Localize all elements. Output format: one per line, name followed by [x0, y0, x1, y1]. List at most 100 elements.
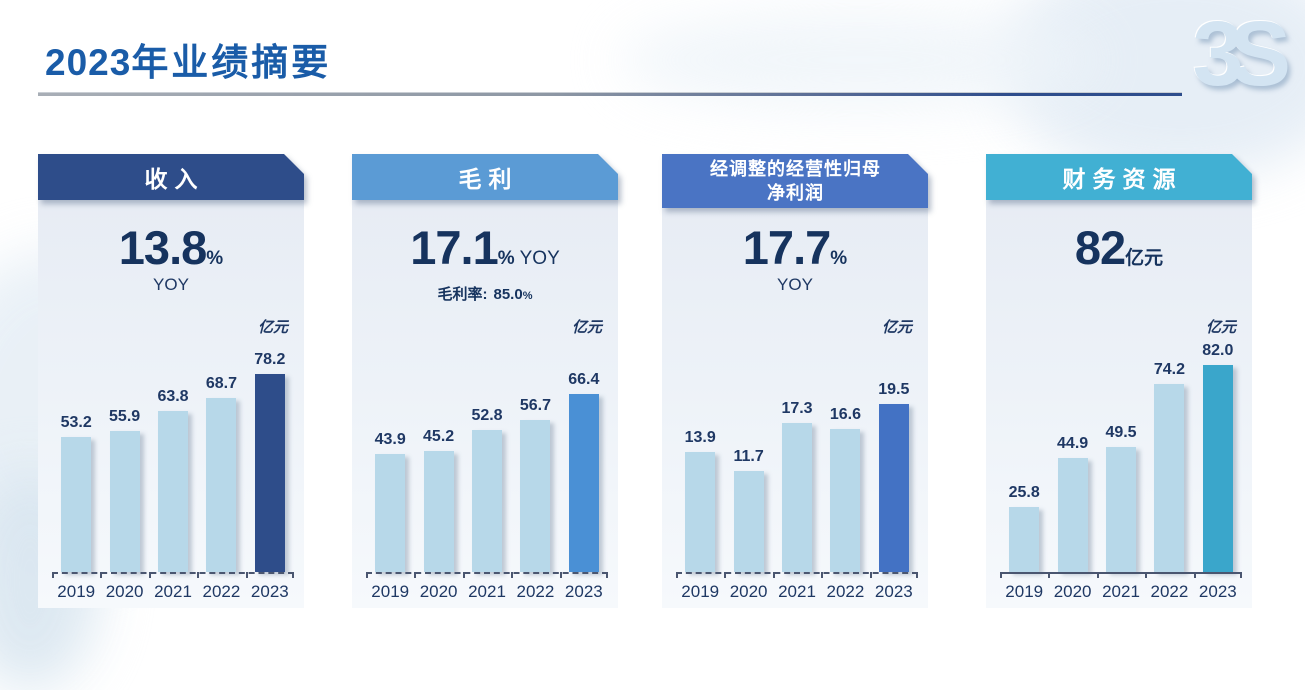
axis-tick [772, 572, 775, 578]
year-label: 2023 [564, 582, 603, 601]
bar-column: 11.7 [724, 448, 772, 572]
axis-tick [148, 572, 151, 578]
year-label: 2019 [1005, 582, 1044, 601]
bar-chart-financial-resources: 25.8 44.9 49.5 74.2 82.0 2019 2020 2021 2022 202… [1000, 342, 1242, 602]
card-title-line2: 净利润 [767, 183, 824, 203]
bar-column: 25.8 [1000, 484, 1048, 572]
title-underline [38, 92, 1182, 96]
x-axis [1000, 572, 1242, 578]
bar-2022 [1154, 384, 1185, 572]
bar-2019 [61, 437, 92, 572]
axis-tick [511, 572, 514, 578]
bar-2022 [830, 429, 861, 572]
card-title: 毛利 [458, 166, 519, 192]
axis-tick [366, 572, 368, 578]
x-axis-labels: 2019 2020 2021 2022 2023 [52, 578, 294, 602]
kpi-yoy-label: YOY [777, 275, 813, 294]
axis-tick [559, 572, 562, 578]
x-axis-labels: 2019 2020 2021 2022 2023 [366, 578, 608, 602]
bar-value-label: 25.8 [1008, 484, 1040, 501]
year-label: 2020 [729, 582, 768, 601]
bar-column: 78.2 [246, 351, 294, 572]
bar-column: 49.5 [1097, 424, 1145, 572]
card-title: 收入 [144, 166, 205, 192]
bar-value-label: 66.4 [568, 371, 600, 388]
bar-2020 [1057, 458, 1088, 572]
unit-label: 亿元 [881, 319, 912, 336]
bar-value-label: 55.9 [109, 408, 141, 425]
axis-tick [100, 572, 103, 578]
gross-margin-value: 85.0 [493, 286, 523, 303]
bar-column: 52.8 [463, 407, 511, 572]
year-label: 2022 [1150, 582, 1189, 601]
bar-column: 43.9 [366, 431, 414, 572]
bar-value-label: 45.2 [423, 428, 455, 445]
card-body: 82亿元 亿元 25.8 44.9 49.5 74.2 82.0 2019 2020 202… [986, 198, 1252, 608]
axis-tick [414, 572, 417, 578]
year-label: 2021 [1102, 582, 1140, 601]
kpi-suffix: 亿元 [1125, 248, 1164, 269]
bar-value-label: 68.7 [205, 375, 237, 392]
kpi-yoy-label: YOY [153, 275, 189, 294]
bar-2020 [733, 471, 764, 572]
bar-value-label: 11.7 [733, 448, 764, 465]
bar-value-label: 78.2 [254, 351, 286, 368]
year-label: 2021 [154, 582, 192, 601]
axis-tick [606, 572, 608, 578]
axis-line [52, 572, 294, 574]
axis-tick [1193, 572, 1196, 578]
gross-margin-line: 毛利率: 85.0% [352, 283, 618, 304]
logo-3s-icon: 3S [1192, 3, 1290, 105]
bar-2023 [568, 394, 599, 572]
bar-column: 56.7 [511, 397, 559, 572]
bar-2021 [158, 411, 189, 572]
bar-chart-adjusted-net-profit: 13.9 11.7 17.3 16.6 19.5 2019 2020 2021 2022 202… [676, 357, 918, 602]
gross-margin-label: 毛利率: [437, 286, 488, 303]
kpi-stats: 17.7% YOY [662, 198, 928, 316]
axis-tick [1048, 572, 1051, 578]
bar-2023 [254, 374, 285, 572]
bar-column: 17.3 [773, 400, 821, 572]
bar-value-label: 17.3 [781, 400, 813, 417]
year-label: 2021 [468, 582, 506, 601]
bar-value-label: 49.5 [1105, 424, 1137, 441]
unit-label: 亿元 [257, 319, 288, 336]
card-header-banner: 收入 [38, 154, 304, 200]
bar-value-label: 82.0 [1202, 342, 1234, 359]
bar-column: 44.9 [1048, 435, 1096, 572]
title-text: 年业绩摘要 [131, 42, 332, 83]
year-label: 2021 [778, 582, 816, 601]
bar-value-label: 13.9 [684, 429, 716, 446]
bar-2021 [472, 430, 503, 572]
kpi-stats: 17.1% YOY 毛利率: 85.0% [352, 198, 618, 316]
year-label: 2022 [826, 582, 865, 601]
bar-2022 [520, 420, 551, 572]
plot-area: 43.9 45.2 52.8 56.7 66.4 [366, 357, 608, 572]
kpi-suffix: % [830, 248, 848, 269]
x-axis-labels: 2019 2020 2021 2022 2023 [1000, 578, 1242, 602]
axis-tick [676, 572, 678, 578]
axis-tick [869, 572, 872, 578]
bar-value-label: 53.2 [60, 414, 92, 431]
bar-column: 45.2 [414, 428, 462, 572]
card-title: 财务资源 [1062, 166, 1183, 192]
kpi-suffix: % [206, 248, 224, 269]
kpi-value: 17.7 [742, 221, 831, 274]
year-label: 2022 [202, 582, 241, 601]
bar-2020 [109, 431, 140, 572]
year-label: 2019 [681, 582, 720, 601]
kpi-stats: 13.8% YOY [38, 198, 304, 316]
year-label: 2020 [105, 582, 144, 601]
kpi-card-adjusted-net-profit: 经调整的经营性归母 净利润 17.7% YOY 亿元 13.9 11.7 17.3 1… [662, 154, 928, 608]
bar-value-label: 19.5 [878, 381, 910, 398]
plot-area: 25.8 44.9 49.5 74.2 82.0 [1000, 342, 1242, 572]
bar-value-label: 44.9 [1057, 435, 1089, 452]
bar-column: 13.9 [676, 429, 724, 572]
kpi-value: 17.1 [410, 221, 498, 274]
axis-tick [52, 572, 54, 578]
bar-column: 19.5 [870, 381, 918, 572]
x-axis-labels: 2019 2020 2021 2022 2023 [676, 578, 918, 602]
card-title-line1: 经调整的经营性归母 [710, 158, 881, 179]
axis-line [366, 572, 608, 574]
bar-2021 [782, 423, 813, 572]
